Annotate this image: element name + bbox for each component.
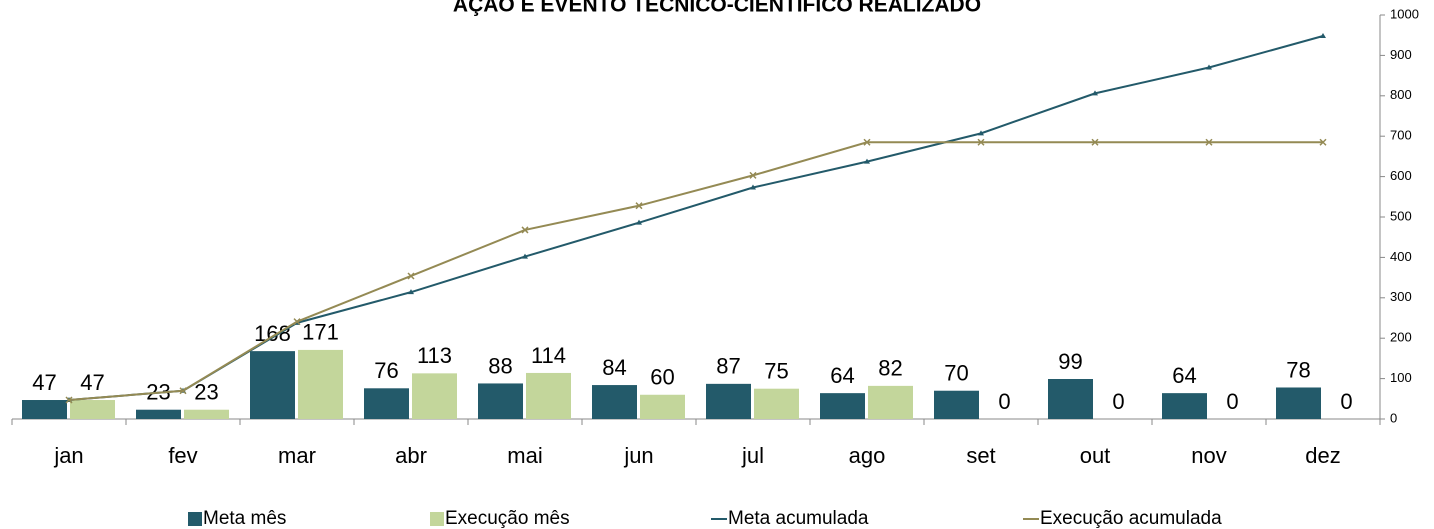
bar: [1162, 393, 1207, 419]
value-label: 78: [1286, 357, 1310, 382]
value-label: 0: [1112, 389, 1124, 414]
marker: [635, 202, 643, 210]
x-tick-label: fev: [168, 443, 197, 468]
marker: [65, 396, 73, 404]
y-tick-label: 500: [1390, 208, 1412, 223]
y-tick-label: 900: [1390, 47, 1412, 62]
y-tick-label: 0: [1390, 410, 1397, 425]
value-label: 23: [194, 380, 218, 405]
x-tick-label: ago: [849, 443, 886, 468]
marker: [863, 138, 871, 146]
value-label: 64: [830, 363, 854, 388]
bar: [1048, 379, 1093, 419]
value-label: 64: [1172, 363, 1196, 388]
bar: [868, 385, 913, 419]
marker: [864, 158, 870, 164]
value-label: 84: [602, 355, 626, 380]
y-tick-label: 400: [1390, 249, 1412, 264]
marker: [521, 226, 529, 234]
value-label: 114: [531, 343, 566, 368]
x-tick-label: set: [966, 443, 995, 468]
legend-swatch: [188, 512, 202, 526]
value-label: 76: [374, 358, 398, 383]
value-label: 70: [944, 361, 968, 386]
y-tick-label: 700: [1390, 128, 1412, 143]
value-label: 168: [254, 321, 291, 346]
bar: [298, 349, 343, 419]
bar: [478, 383, 523, 419]
x-tick-label: jul: [741, 443, 764, 468]
value-label: 88: [488, 353, 512, 378]
bar: [526, 372, 571, 419]
marker: [1319, 138, 1327, 146]
marker: [1206, 64, 1212, 70]
bar: [754, 388, 799, 419]
marker: [977, 138, 985, 146]
bar: [250, 351, 295, 419]
legend-label: Meta mês: [203, 508, 286, 529]
legend-label: Execução mês: [445, 508, 570, 529]
bar: [1276, 387, 1321, 419]
bar: [412, 373, 457, 419]
value-label: 171: [302, 320, 339, 345]
x-tick-label: dez: [1305, 443, 1340, 468]
marker: [1320, 33, 1326, 39]
legend-swatch: [430, 512, 444, 526]
y-tick-label: 1000: [1390, 6, 1419, 21]
value-label: 0: [1226, 389, 1238, 414]
value-label: 47: [80, 370, 104, 395]
legend-label: Meta acumulada: [728, 508, 869, 529]
value-label: 99: [1058, 349, 1082, 374]
marker: [179, 387, 187, 395]
x-tick-label: jan: [53, 443, 83, 468]
marker: [1205, 138, 1213, 146]
x-tick-label: abr: [395, 443, 427, 468]
bar: [706, 383, 751, 419]
value-label: 0: [1340, 389, 1352, 414]
chart-title: AÇÃO E EVENTO TÉCNICO-CIENTÍFICO REALIZA…: [453, 0, 981, 17]
value-label: 60: [650, 365, 674, 390]
line: [68, 141, 1323, 402]
value-label: 113: [417, 343, 452, 368]
x-tick-label: jun: [623, 443, 653, 468]
bar: [364, 388, 409, 419]
bar: [934, 390, 979, 419]
x-tick-label: out: [1080, 443, 1111, 468]
marker: [1091, 138, 1099, 146]
y-tick-label: 200: [1390, 330, 1412, 345]
marker: [522, 253, 528, 259]
value-label: 75: [764, 359, 788, 384]
value-label: 47: [32, 370, 56, 395]
marker: [978, 130, 984, 136]
y-tick-label: 300: [1390, 289, 1412, 304]
marker: [750, 184, 756, 190]
bar: [70, 400, 115, 419]
x-tick-label: nov: [1191, 443, 1226, 468]
y-tick-label: 100: [1390, 370, 1412, 385]
value-label: 87: [716, 354, 740, 379]
x-tick-label: mar: [278, 443, 316, 468]
marker: [1092, 90, 1098, 96]
bar: [184, 409, 229, 419]
bar: [592, 385, 637, 419]
marker: [407, 272, 415, 280]
bar: [22, 400, 67, 419]
marker: [749, 171, 757, 179]
marker: [293, 318, 301, 326]
bar: [136, 409, 181, 419]
marker: [408, 289, 414, 295]
y-tick-label: 600: [1390, 168, 1412, 183]
bar: [820, 393, 865, 419]
value-label: 82: [878, 356, 902, 381]
value-label: 0: [998, 389, 1010, 414]
marker: [636, 219, 642, 225]
legend-label: Execução acumulada: [1040, 508, 1222, 529]
bar: [640, 394, 685, 419]
y-tick-label: 800: [1390, 87, 1412, 102]
x-tick-label: mai: [507, 443, 542, 468]
